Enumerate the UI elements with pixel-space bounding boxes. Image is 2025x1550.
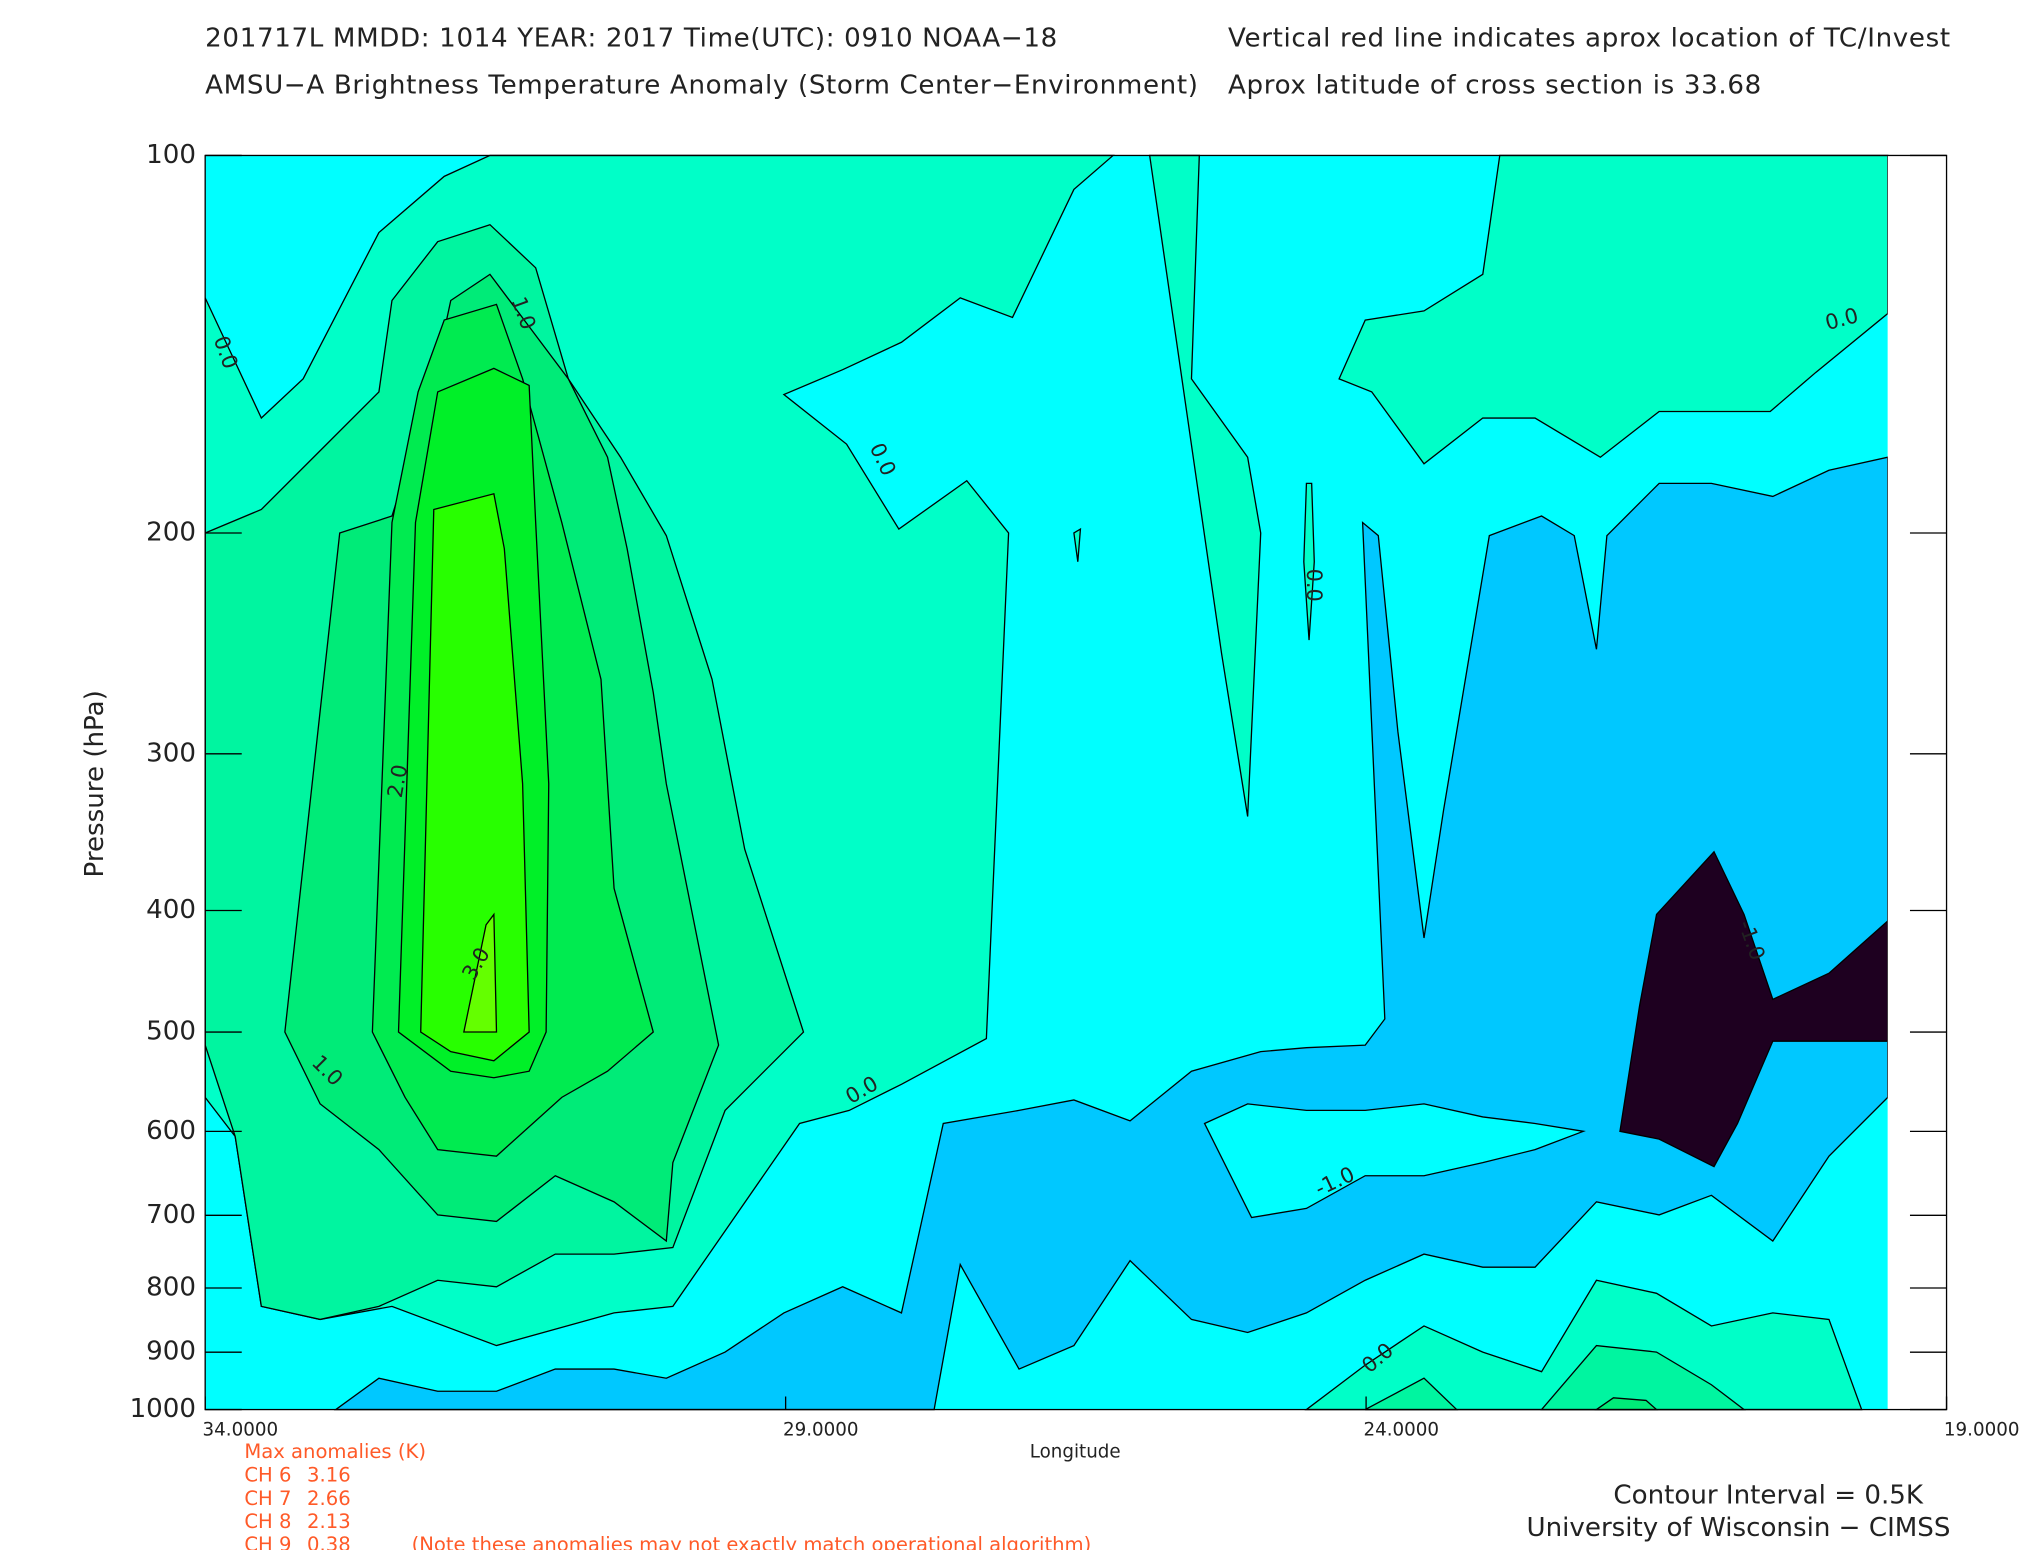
contour-band	[420, 492, 530, 1062]
x-tick-label: 24.0000	[1363, 1419, 1439, 1440]
title-line: 201717L MMDD: 1014 YEAR: 2017 Time(UTC):…	[205, 24, 1058, 54]
contour-label: 2.0	[383, 763, 412, 800]
contour-label: 0.0	[1302, 569, 1326, 602]
y-tick-label: 500	[146, 1017, 196, 1047]
anomaly-channel: CH 9	[244, 1533, 291, 1550]
anomaly-title: Max anomalies (K)	[244, 1440, 426, 1463]
anomaly-value: 3.16	[307, 1464, 351, 1487]
contour-band	[1303, 482, 1315, 641]
y-tick-label: 100	[146, 140, 196, 170]
note-line: Aprox latitude of cross section is 33.68	[1228, 71, 1762, 101]
contour-band	[1073, 527, 1082, 562]
y-tick-label: 600	[146, 1116, 196, 1146]
anomaly-value: 2.13	[307, 1510, 351, 1533]
plot-frame	[204, 154, 1948, 1411]
y-tick-label: 900	[146, 1337, 196, 1367]
contour-band	[1148, 154, 1262, 817]
anomaly-note: (Note these anomalies may not exactly ma…	[412, 1533, 1092, 1550]
credit: University of Wisconsin − CIMSS	[1527, 1513, 1951, 1543]
y-tick-label: 300	[146, 738, 196, 768]
contour-band	[333, 456, 1889, 1411]
x-axis-label: Longitude	[1030, 1442, 1121, 1463]
anomaly-channel: CH 8	[244, 1510, 291, 1533]
note-line: Vertical red line indicates aprox locati…	[1228, 24, 1951, 54]
y-axis-label: Pressure (hPa)	[80, 690, 110, 877]
y-tick-label: 700	[146, 1200, 196, 1230]
anomaly-value: 2.66	[307, 1487, 351, 1510]
anomaly-channel: CH 6	[244, 1464, 291, 1487]
blank-margin	[1887, 155, 1947, 1410]
contour-band	[1619, 850, 1889, 1168]
y-tick-label: 400	[146, 895, 196, 925]
contour-band	[1338, 154, 1889, 465]
contour-band	[1203, 1103, 1586, 1219]
contour-band	[463, 912, 498, 1033]
contour-band	[1304, 1279, 1863, 1411]
anomaly-value: 0.38	[307, 1533, 351, 1550]
x-tick-label: 19.0000	[1944, 1419, 2020, 1440]
x-tick-label: 29.0000	[783, 1419, 859, 1440]
y-tick-label: 1000	[130, 1394, 196, 1424]
x-tick-label: 34.0000	[203, 1419, 279, 1440]
plot-area: 0.00.00.00.00.00.01.01.02.03.0-1.0-1.0	[204, 154, 1947, 1411]
contour-interval: Contour Interval = 0.5K	[1613, 1480, 1924, 1510]
y-tick-label: 800	[146, 1273, 196, 1303]
anomaly-channel: CH 7	[244, 1487, 291, 1510]
title-line: AMSU−A Brightness Temperature Anomaly (S…	[205, 71, 1198, 101]
y-tick-label: 200	[146, 517, 196, 547]
